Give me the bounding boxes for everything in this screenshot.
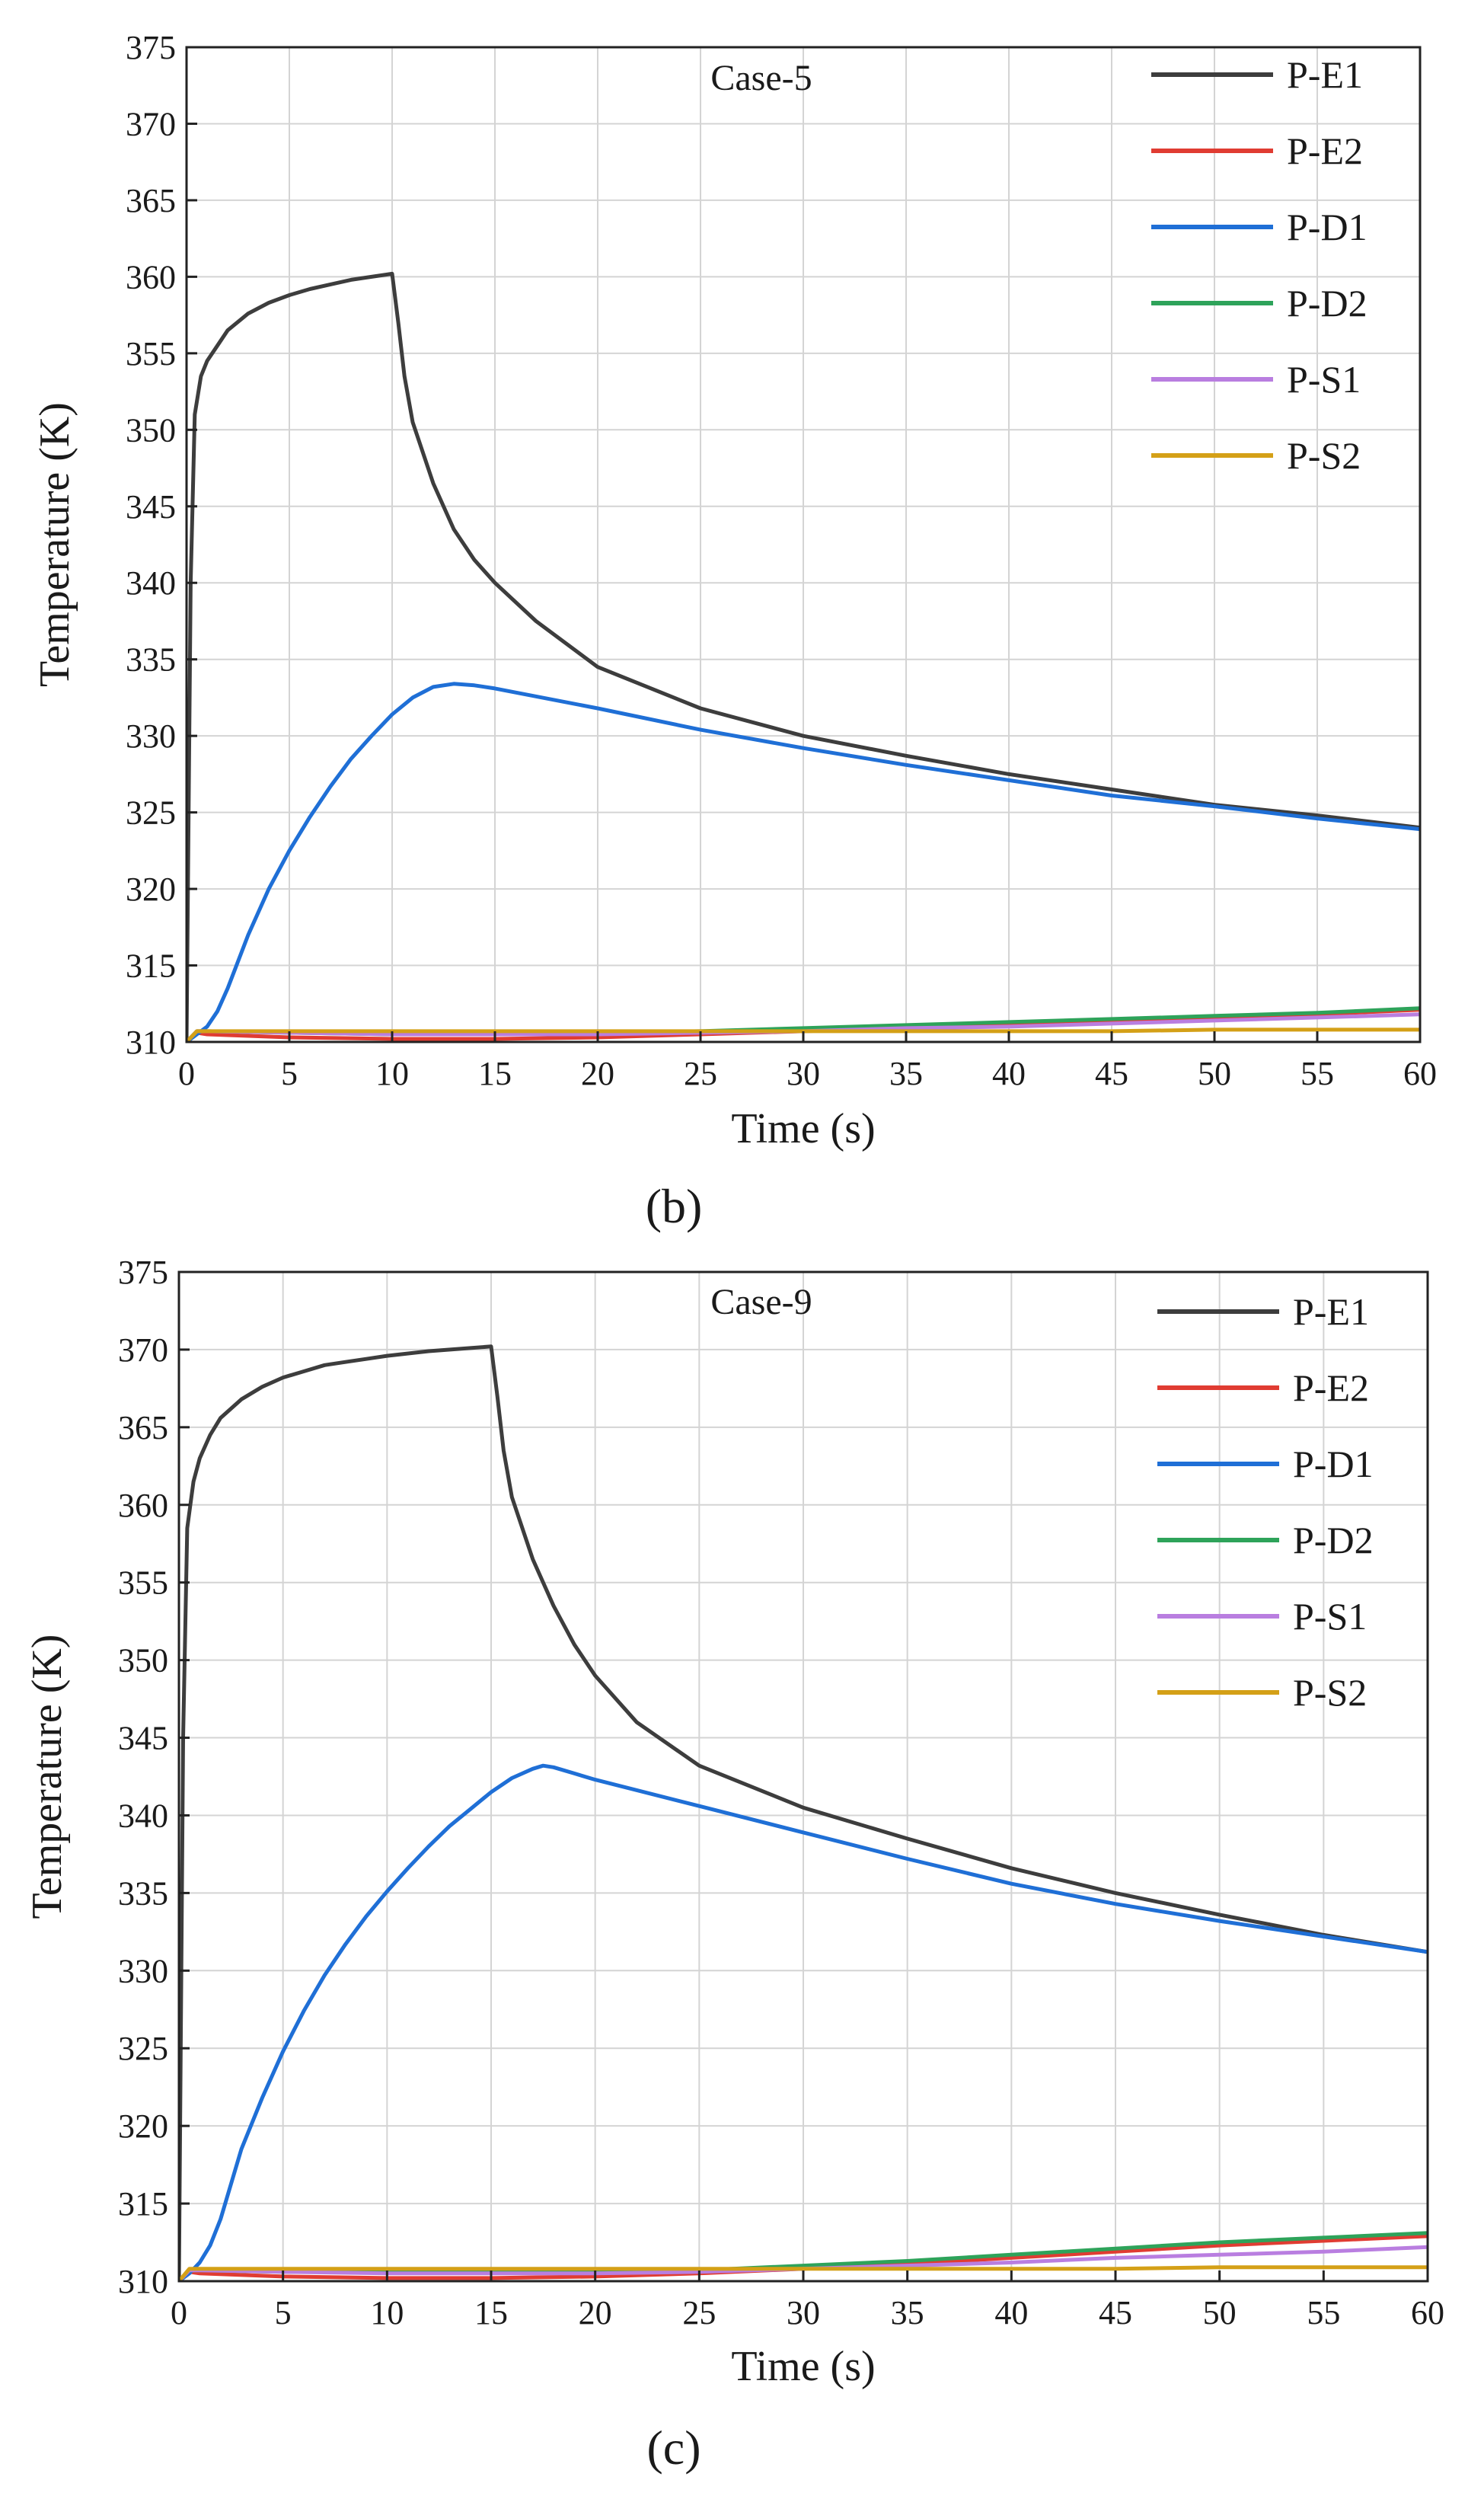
- y-tick-label: 330: [118, 1952, 168, 1989]
- legend: P-E1 P-E2 P-D1 P-D2 P-S1 P-S2: [1157, 1290, 1374, 1714]
- x-tick-label: 35: [889, 1055, 923, 1092]
- legend-label-p-e2: P-E2: [1293, 1366, 1369, 1409]
- x-tick-label: 20: [581, 1055, 614, 1092]
- y-axis-title: Temperature (K): [31, 402, 78, 687]
- legend-label-p-s1: P-S1: [1293, 1595, 1367, 1638]
- legend-label-p-d1: P-D1: [1287, 206, 1368, 248]
- x-tick-label: 15: [478, 1055, 512, 1092]
- y-tick-label: 320: [126, 871, 176, 908]
- panel-label: (b): [646, 1179, 703, 1233]
- y-tick-label: 345: [118, 1720, 168, 1757]
- y-tick-label: 325: [126, 794, 176, 832]
- panel-label: (c): [646, 2421, 701, 2475]
- y-tick-label: 375: [126, 29, 176, 66]
- x-axis-title: Time (s): [731, 2343, 875, 2390]
- x-tick-label: 35: [891, 2294, 924, 2331]
- x-tick-label: 55: [1300, 1055, 1334, 1092]
- series-line-p-s2: [187, 1027, 1420, 1042]
- legend-label-p-e1: P-E1: [1287, 53, 1363, 96]
- y-tick-label: 315: [118, 2185, 168, 2223]
- x-tick-label: 50: [1198, 1055, 1231, 1092]
- y-tick-label: 320: [118, 2108, 168, 2145]
- series-line-p-d1: [187, 682, 1420, 1042]
- x-tick-label: 50: [1203, 2294, 1237, 2331]
- series-line-p-e1: [187, 271, 1420, 1042]
- y-tick-label: 350: [118, 1642, 168, 1679]
- x-tick-label: 10: [370, 2294, 404, 2331]
- y-axis-title: Temperature (K): [24, 1635, 71, 1919]
- legend-label-p-e2: P-E2: [1287, 129, 1363, 172]
- y-tick-label: 325: [118, 2030, 168, 2067]
- legend-label-p-d2: P-D2: [1287, 282, 1368, 324]
- x-tick-label: 30: [787, 1055, 820, 1092]
- x-tick-label: 25: [682, 2294, 716, 2331]
- x-tick-label: 30: [787, 2294, 820, 2331]
- x-tick-label: 60: [1403, 1055, 1437, 1092]
- y-tick-label: 350: [126, 411, 176, 449]
- case-annotation: Case-5: [710, 58, 812, 98]
- x-axis-title: Time (s): [731, 1105, 875, 1152]
- chart-panel-1: 0 5 10 15 20 25 30 35 40 45 50 55 60 310 315 320 325 330 3…: [31, 29, 1437, 1233]
- chart-panel-2: 0 5 10 15 20 25 30 35 40 45 50 55 60 310 315 320 325 330 3…: [24, 1254, 1444, 2475]
- legend-label-p-s1: P-S1: [1287, 358, 1361, 401]
- x-tick-label: 5: [275, 2294, 292, 2331]
- x-tick-label: 20: [579, 2294, 612, 2331]
- y-tick-label: 310: [118, 2263, 168, 2300]
- x-tick-label: 15: [474, 2294, 508, 2331]
- y-tick-label: 370: [118, 1331, 168, 1369]
- x-tick-label: 5: [281, 1055, 298, 1092]
- y-tick-label: 310: [126, 1024, 176, 1061]
- y-tick-label: 335: [118, 1874, 168, 1912]
- y-tick-label: 335: [126, 641, 176, 679]
- case-annotation: Case-9: [710, 1282, 812, 1322]
- x-tick-label: 40: [994, 2294, 1028, 2331]
- y-tick-label: 345: [126, 488, 176, 526]
- x-tick-label: 45: [1099, 2294, 1132, 2331]
- legend-label-p-s2: P-S2: [1293, 1671, 1367, 1714]
- y-tick-label: 375: [118, 1254, 168, 1291]
- x-tick-label: 0: [171, 2294, 187, 2331]
- legend-label-p-d1: P-D1: [1293, 1443, 1374, 1485]
- y-tick-label: 340: [126, 564, 176, 602]
- series-line-p-s2: [179, 2265, 1428, 2281]
- legend-label-p-d2: P-D2: [1293, 1519, 1374, 1561]
- x-tick-label: 60: [1411, 2294, 1444, 2331]
- x-tick-label: 10: [375, 1055, 409, 1092]
- series-line-p-e1: [179, 1344, 1428, 2281]
- y-tick-label: 315: [126, 948, 176, 985]
- series-line-p-d1: [179, 1763, 1428, 2281]
- y-tick-label: 365: [126, 182, 176, 219]
- y-tick-label: 355: [126, 335, 176, 372]
- legend-label-p-s2: P-S2: [1287, 434, 1361, 477]
- x-tick-label: 45: [1095, 1055, 1128, 1092]
- y-tick-label: 360: [126, 258, 176, 296]
- y-tick-label: 365: [118, 1409, 168, 1446]
- legend: P-E1 P-E2 P-D1 P-D2 P-S1 P-S2: [1151, 53, 1368, 477]
- x-tick-label: 55: [1307, 2294, 1340, 2331]
- y-tick-label: 360: [118, 1487, 168, 1524]
- y-tick-label: 330: [126, 717, 176, 755]
- y-tick-label: 340: [118, 1797, 168, 1834]
- x-tick-label: 25: [684, 1055, 717, 1092]
- x-tick-label: 40: [992, 1055, 1026, 1092]
- y-tick-label: 370: [126, 105, 176, 142]
- x-tick-label: 0: [178, 1055, 195, 1092]
- y-tick-label: 355: [118, 1564, 168, 1602]
- legend-label-p-e1: P-E1: [1293, 1290, 1369, 1333]
